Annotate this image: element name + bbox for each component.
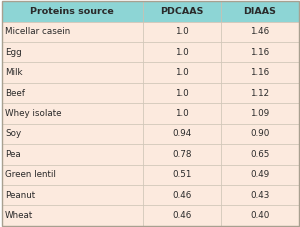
Text: Beef: Beef <box>5 89 25 98</box>
Text: 1.0: 1.0 <box>175 68 189 77</box>
Bar <box>142 42 221 62</box>
Bar <box>142 124 221 144</box>
Bar <box>221 124 298 144</box>
Text: Wheat: Wheat <box>5 211 33 220</box>
Text: Peanut: Peanut <box>5 191 35 200</box>
Text: 0.94: 0.94 <box>172 129 192 138</box>
Text: Egg: Egg <box>5 48 22 57</box>
Text: Milk: Milk <box>5 68 22 77</box>
Text: Green lentil: Green lentil <box>5 170 56 179</box>
Bar <box>142 62 221 83</box>
Bar <box>221 62 298 83</box>
Text: Soy: Soy <box>5 129 21 138</box>
Text: 0.51: 0.51 <box>172 170 192 179</box>
Bar <box>2 62 142 83</box>
Text: DIAAS: DIAAS <box>244 7 276 16</box>
Text: Proteins source: Proteins source <box>30 7 114 16</box>
Bar <box>221 42 298 62</box>
Text: 0.43: 0.43 <box>250 191 270 200</box>
Bar <box>221 22 298 42</box>
Bar <box>2 205 142 226</box>
Text: 1.0: 1.0 <box>175 27 189 36</box>
Bar <box>2 83 142 103</box>
Text: 1.0: 1.0 <box>175 48 189 57</box>
Bar <box>2 165 142 185</box>
Bar <box>221 185 298 205</box>
Bar <box>142 1 221 22</box>
Bar <box>142 83 221 103</box>
Text: 1.16: 1.16 <box>250 68 269 77</box>
Text: 0.49: 0.49 <box>250 170 269 179</box>
Text: 1.12: 1.12 <box>250 89 269 98</box>
Bar <box>2 22 142 42</box>
Text: 0.78: 0.78 <box>172 150 192 159</box>
Text: 0.40: 0.40 <box>250 211 270 220</box>
Bar <box>2 144 142 165</box>
Bar <box>221 83 298 103</box>
Text: 0.46: 0.46 <box>172 211 192 220</box>
Text: Pea: Pea <box>5 150 21 159</box>
Bar <box>142 144 221 165</box>
Text: 1.46: 1.46 <box>250 27 269 36</box>
Bar <box>142 103 221 124</box>
Text: 0.65: 0.65 <box>250 150 270 159</box>
Bar <box>2 1 142 22</box>
Text: 1.0: 1.0 <box>175 109 189 118</box>
Bar <box>221 1 298 22</box>
Text: Micellar casein: Micellar casein <box>5 27 70 36</box>
Text: 1.09: 1.09 <box>250 109 269 118</box>
Text: PDCAAS: PDCAAS <box>160 7 204 16</box>
Text: Whey isolate: Whey isolate <box>5 109 62 118</box>
Bar <box>221 103 298 124</box>
Text: 0.90: 0.90 <box>250 129 270 138</box>
Bar <box>142 22 221 42</box>
Bar <box>142 205 221 226</box>
Bar <box>2 124 142 144</box>
Bar <box>221 165 298 185</box>
Bar <box>142 165 221 185</box>
Bar <box>221 205 298 226</box>
Bar <box>2 103 142 124</box>
Bar <box>2 185 142 205</box>
Bar <box>221 144 298 165</box>
Bar <box>2 42 142 62</box>
Bar <box>142 185 221 205</box>
Text: 1.0: 1.0 <box>175 89 189 98</box>
Text: 1.16: 1.16 <box>250 48 269 57</box>
Text: 0.46: 0.46 <box>172 191 192 200</box>
